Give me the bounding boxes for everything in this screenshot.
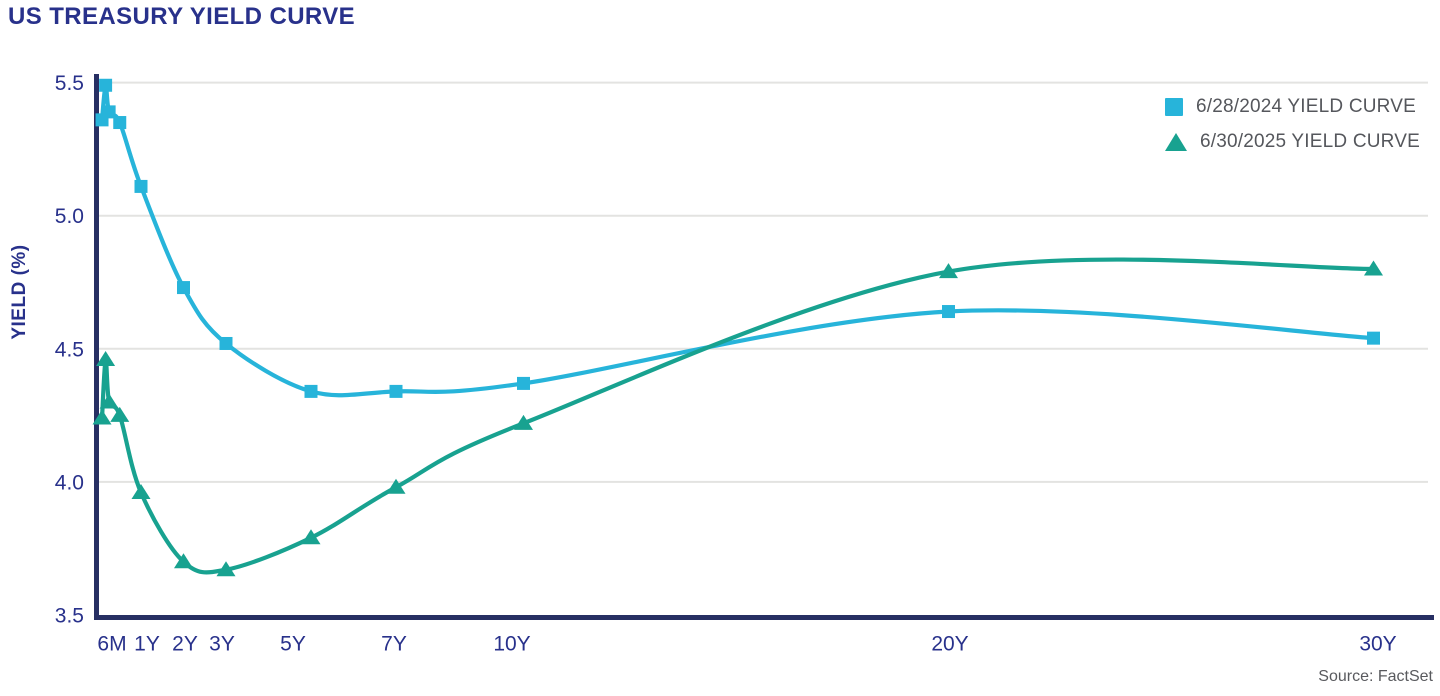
triangle-marker-icon <box>1164 133 1187 151</box>
source-attribution: Source: FactSet <box>1318 668 1433 685</box>
legend-item-2025: 6/30/2025 YIELD CURVE <box>1164 129 1420 155</box>
y-axis-spine <box>94 74 99 620</box>
y-tick-label: 5.0 <box>55 205 84 228</box>
data-point-marker <box>517 376 530 390</box>
legend-label-2024: 6/28/2024 YIELD CURVE <box>1195 96 1416 117</box>
series-line <box>99 257 1376 575</box>
x-tick-label: 10Y <box>493 633 530 656</box>
data-point-marker <box>96 350 116 366</box>
data-point-marker <box>1364 260 1383 276</box>
y-tick-label: 4.5 <box>55 338 84 361</box>
legend-item-2024: 6/28/2024 YIELD CURVE <box>1164 94 1416 120</box>
x-axis-spine <box>94 615 1434 620</box>
data-point-marker <box>939 263 958 279</box>
x-tick-label: 1Y <box>134 633 160 656</box>
data-point-marker <box>134 179 148 193</box>
data-point-marker <box>386 478 406 494</box>
x-tick-label: 7Y <box>381 633 407 656</box>
data-point-marker <box>92 409 112 425</box>
x-tick-label: 5Y <box>280 633 306 656</box>
data-point-marker <box>942 305 955 319</box>
series-2024 <box>95 78 1380 398</box>
data-point-marker <box>99 393 119 409</box>
data-point-marker <box>389 384 403 398</box>
x-tick-label: 20Y <box>931 633 968 656</box>
legend-label-2025: 6/30/2025 YIELD CURVE <box>1199 131 1420 152</box>
data-point-marker <box>113 116 127 130</box>
chart-title: US TREASURY YIELD CURVE <box>8 3 356 30</box>
data-point-marker <box>304 384 318 398</box>
series-2025 <box>92 257 1383 577</box>
y-tick-label: 5.5 <box>55 72 84 95</box>
x-tick-label: 30Y <box>1359 633 1396 656</box>
data-point-marker <box>301 529 321 545</box>
data-point-marker <box>99 78 113 92</box>
y-tick-label: 4.0 <box>55 471 84 494</box>
data-point-marker <box>514 414 533 430</box>
data-point-marker <box>177 281 190 295</box>
y-tick-label: 3.5 <box>55 605 84 628</box>
x-tick-label: 2Y <box>172 633 198 656</box>
x-tick-label: 6M <box>97 633 126 656</box>
data-point-marker <box>131 484 151 500</box>
data-point-marker <box>219 336 233 350</box>
square-marker-icon <box>1164 98 1183 116</box>
chart-legend: 6/28/2024 YIELD CURVE 6/30/2025 YIELD CU… <box>1164 94 1420 155</box>
data-point-marker <box>1367 331 1380 345</box>
data-point-marker <box>102 105 116 119</box>
data-point-marker <box>174 553 193 569</box>
data-point-marker <box>110 406 130 422</box>
data-point-marker <box>216 561 236 577</box>
x-tick-label: 3Y <box>209 633 235 656</box>
